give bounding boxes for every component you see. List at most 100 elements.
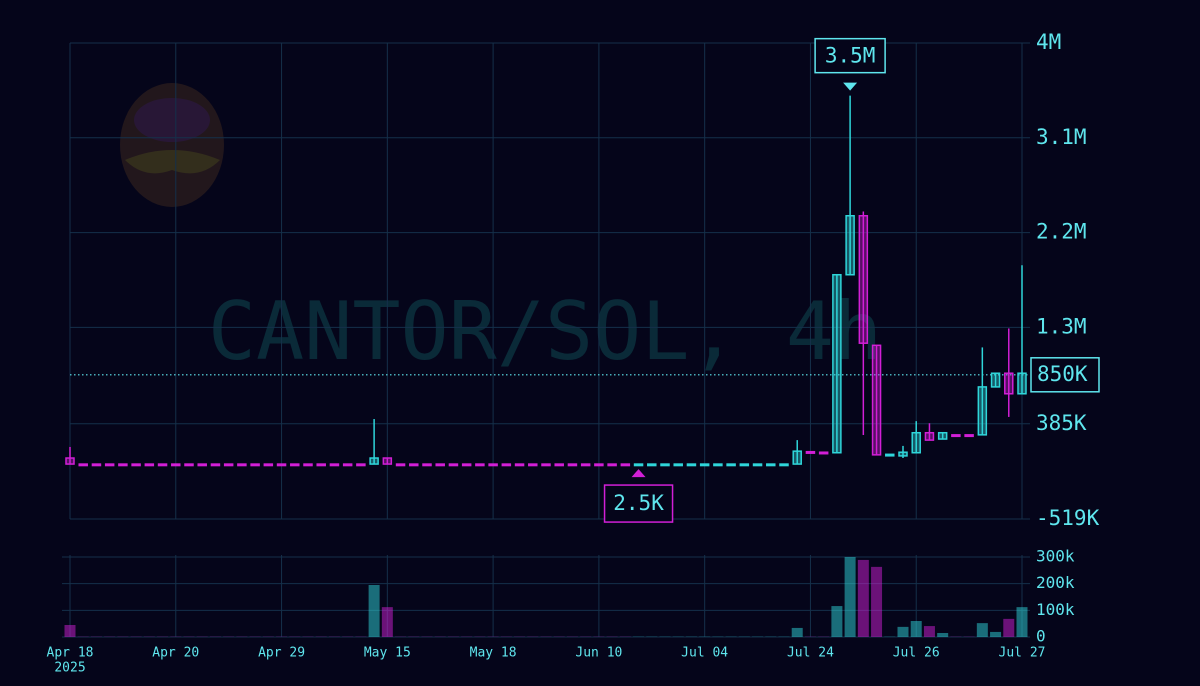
candle-body bbox=[647, 463, 657, 467]
candle-body bbox=[501, 463, 512, 467]
candle-body bbox=[898, 451, 908, 457]
annotation-box bbox=[603, 484, 674, 523]
candle-body bbox=[395, 463, 406, 467]
volume-bar bbox=[844, 557, 856, 637]
x-tick-label: Apr 29 bbox=[258, 646, 305, 661]
candle-body bbox=[911, 431, 921, 454]
candle-body bbox=[382, 457, 393, 465]
logo bbox=[120, 83, 224, 207]
candle-body bbox=[78, 463, 88, 467]
candle-body bbox=[1017, 372, 1027, 395]
candle-body bbox=[766, 463, 776, 467]
low-label: 2.5K bbox=[613, 491, 664, 515]
candle-body bbox=[422, 463, 432, 467]
candle-body bbox=[858, 214, 869, 344]
candle-body bbox=[342, 463, 353, 467]
volume-bar bbox=[368, 585, 380, 637]
candle-body bbox=[554, 463, 564, 467]
volume-bar bbox=[897, 626, 909, 637]
candle-body bbox=[580, 463, 591, 467]
candle-body bbox=[739, 463, 750, 467]
volume-tick-label: 200k bbox=[1036, 573, 1075, 592]
candle-body bbox=[263, 463, 274, 467]
volume-tick-label: 0 bbox=[1036, 627, 1046, 646]
x-tick-label: Apr 18 bbox=[47, 646, 94, 661]
y-tick-label: 4M bbox=[1036, 30, 1061, 54]
candle-body bbox=[157, 463, 168, 467]
candle-body bbox=[210, 463, 221, 467]
x-year-label: 2025 bbox=[54, 661, 85, 676]
candle-body bbox=[699, 463, 710, 467]
candle-body bbox=[356, 463, 366, 467]
candle-body bbox=[541, 463, 551, 467]
volume-bar bbox=[923, 626, 935, 637]
candle-body bbox=[171, 463, 181, 467]
y-tick-label: 3.1M bbox=[1036, 125, 1087, 149]
candle-body bbox=[329, 463, 340, 467]
annotation-box bbox=[814, 37, 886, 74]
price-box bbox=[1030, 357, 1100, 393]
volume-bar bbox=[976, 623, 988, 637]
y-tick-label: -519K bbox=[1036, 506, 1100, 530]
candle-body bbox=[409, 463, 419, 467]
x-tick-label: May 15 bbox=[364, 646, 411, 661]
candle-body bbox=[607, 463, 617, 467]
candle-body bbox=[951, 434, 961, 438]
candle-body bbox=[118, 463, 128, 467]
volume-bar bbox=[64, 625, 76, 637]
x-tick-label: Apr 20 bbox=[152, 646, 199, 661]
candle-body bbox=[369, 457, 379, 465]
candle-body bbox=[184, 463, 194, 467]
candle-body bbox=[818, 451, 829, 455]
candle-body bbox=[131, 463, 141, 467]
y-tick-label: 2.2M bbox=[1036, 220, 1087, 244]
x-tick-label: May 18 bbox=[470, 646, 517, 661]
watermark: CANTOR/SOL, 4h bbox=[208, 285, 882, 378]
x-tick-label: Jun 10 bbox=[575, 646, 622, 661]
volume-bar bbox=[381, 607, 393, 637]
candle-body bbox=[1004, 372, 1014, 395]
volume-bar bbox=[871, 566, 883, 637]
candle-body bbox=[461, 463, 472, 467]
candle-body bbox=[435, 463, 445, 467]
candle-body bbox=[779, 463, 789, 467]
volume-tick-label: 100k bbox=[1036, 600, 1075, 619]
candle-body bbox=[475, 463, 485, 467]
y-tick-label: 1.3M bbox=[1036, 314, 1087, 338]
last-price-label: 850K bbox=[1037, 362, 1088, 386]
candle-body bbox=[448, 463, 459, 467]
volume-bar bbox=[1016, 607, 1028, 637]
x-tick-label: Jul 27 bbox=[999, 646, 1046, 661]
volume-bar bbox=[910, 621, 922, 637]
candle-body bbox=[885, 453, 895, 457]
low-marker bbox=[631, 469, 646, 478]
candle-body bbox=[290, 463, 300, 467]
candle-body bbox=[792, 450, 802, 465]
candle-body bbox=[316, 463, 326, 467]
volume-bar bbox=[937, 633, 949, 637]
candle-body bbox=[620, 463, 631, 467]
candle-body bbox=[237, 463, 247, 467]
candle-body bbox=[964, 434, 974, 438]
candle-body bbox=[514, 463, 525, 467]
candle-body bbox=[104, 463, 115, 467]
candle-body bbox=[726, 463, 736, 467]
x-tick-label: Jul 24 bbox=[787, 646, 834, 661]
candle-body bbox=[990, 372, 1001, 388]
high-label: 3.5M bbox=[825, 44, 876, 68]
candle-body bbox=[91, 463, 102, 467]
volume-bar bbox=[791, 627, 803, 637]
x-tick-label: Jul 26 bbox=[893, 646, 940, 661]
candle-body bbox=[303, 463, 313, 467]
candle-body bbox=[673, 463, 683, 467]
candle-body bbox=[594, 463, 604, 467]
candle-body bbox=[276, 463, 287, 467]
candle-body bbox=[65, 457, 75, 465]
volume-bar bbox=[1003, 618, 1015, 637]
candle-body bbox=[832, 273, 842, 454]
candle-body bbox=[223, 463, 234, 467]
candle-body bbox=[144, 463, 155, 467]
candle-body bbox=[660, 463, 670, 467]
